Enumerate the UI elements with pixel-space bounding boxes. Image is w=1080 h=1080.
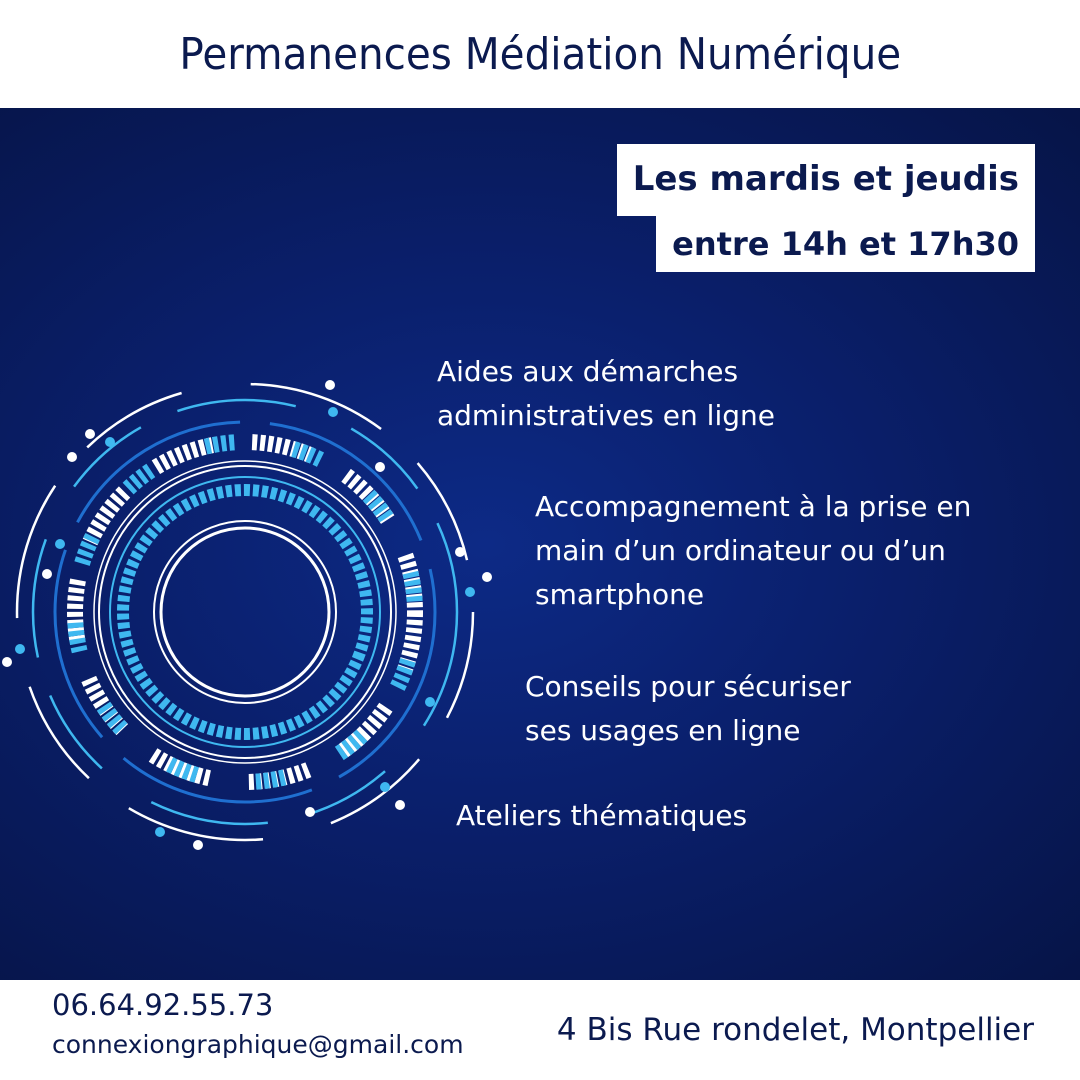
schedule-box: Les mardis et jeudis entre 14h et 17h30 [616,144,1035,272]
thin-ring [109,476,381,748]
inner-ring-2 [153,520,337,704]
service-item: Conseils pour sécuriser ses usages en li… [525,665,851,753]
schedule-hours: entre 14h et 17h30 [656,216,1035,272]
address: 4 Bis Rue rondelet, Montpellier [556,1012,1034,1048]
blue-ring [53,420,437,804]
footer [0,980,1080,1080]
header: Permanences Médiation Numérique [0,0,1080,108]
white-ring-2 [93,460,397,764]
circuit-ring-blue [31,398,459,826]
service-item: Aides aux démarches administratives en l… [437,350,775,438]
service-line: Conseils pour sécuriser [525,670,851,703]
service-line: main d’un ordinateur ou d’un [535,534,946,567]
service-line: administratives en ligne [437,399,775,432]
segment-ring-inner [117,484,373,740]
service-item: Ateliers thématiques [456,794,747,838]
circuit-ring-white [15,382,475,842]
service-line: Accompagnement à la prise en [535,490,972,523]
white-ring [98,465,392,759]
circuit-nodes-blue [15,407,475,837]
inner-ring [159,526,331,698]
service-item: Accompagnement à la prise en main d’un o… [535,485,971,617]
service-line: ses usages en ligne [525,714,801,747]
phone-number: 06.64.92.55.73 [52,988,274,1022]
circuit-nodes [2,380,492,850]
segment-ring-outer [67,434,423,790]
page-title: Permanences Médiation Numérique [179,28,901,80]
email-address: connexiongraphique@gmail.com [52,1030,464,1059]
service-line: Aides aux démarches [437,355,739,388]
schedule-days: Les mardis et jeudis [616,144,1035,216]
service-line: Ateliers thématiques [456,799,748,832]
service-line: smartphone [535,578,705,611]
